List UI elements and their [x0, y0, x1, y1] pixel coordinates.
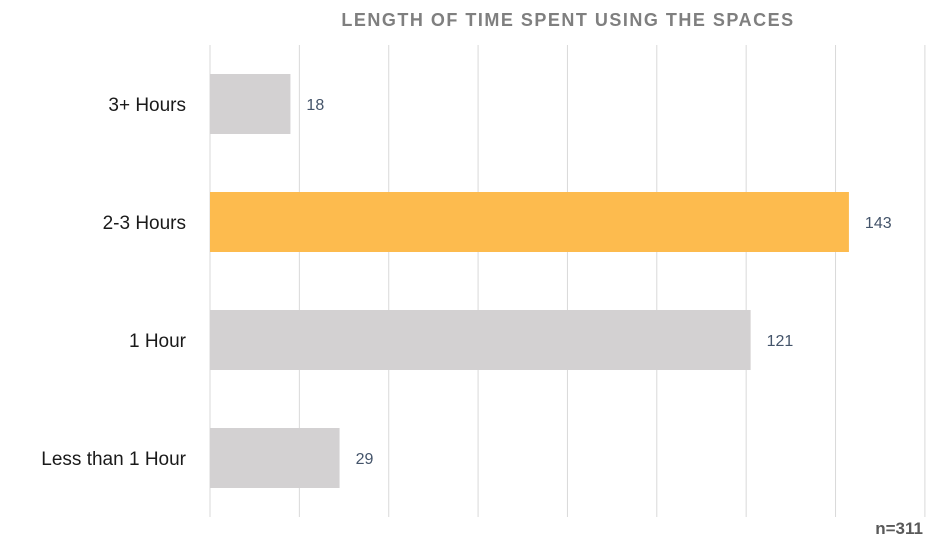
value-label: 18 — [306, 97, 324, 114]
category-label: 1 Hour — [129, 331, 187, 352]
value-label: 29 — [356, 451, 374, 468]
value-label: 143 — [865, 215, 892, 232]
chart-title: LENGTH OF TIME SPENT USING THE SPACES — [341, 10, 795, 30]
bar — [210, 310, 751, 370]
sample-size-note: n=311 — [875, 519, 923, 538]
category-label: Less than 1 Hour — [41, 449, 186, 470]
bar — [210, 192, 849, 252]
bar — [210, 428, 340, 488]
category-label: 3+ Hours — [108, 95, 186, 116]
category-label: 2-3 Hours — [103, 213, 186, 234]
value-label: 121 — [767, 333, 794, 350]
bar — [210, 74, 291, 134]
